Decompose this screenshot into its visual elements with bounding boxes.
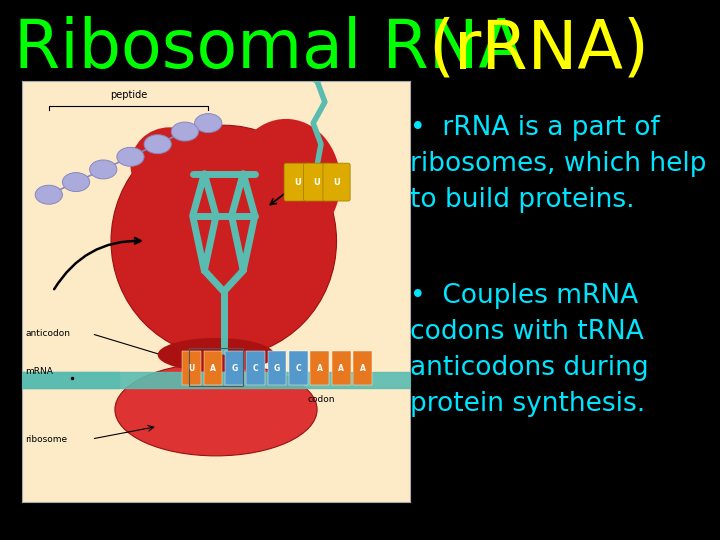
FancyBboxPatch shape [289, 352, 307, 385]
Ellipse shape [171, 122, 199, 141]
Text: •  Couples mRNA
codons with tRNA
anticodons during
protein synthesis.: • Couples mRNA codons with tRNA anticodo… [410, 283, 649, 417]
Text: C: C [296, 364, 301, 373]
Ellipse shape [115, 363, 317, 456]
Ellipse shape [111, 125, 336, 357]
Text: U: U [314, 178, 320, 187]
Ellipse shape [158, 338, 274, 372]
Text: U: U [189, 364, 194, 373]
Text: U: U [294, 178, 301, 187]
Text: C: C [253, 364, 258, 373]
Text: A: A [317, 364, 323, 373]
FancyBboxPatch shape [354, 352, 372, 385]
Text: peptide: peptide [110, 90, 147, 100]
Ellipse shape [117, 147, 144, 166]
FancyBboxPatch shape [204, 352, 222, 385]
Text: (rRNA): (rRNA) [428, 16, 649, 82]
Text: codon: codon [307, 395, 335, 404]
Ellipse shape [144, 134, 171, 154]
FancyBboxPatch shape [310, 352, 329, 385]
FancyBboxPatch shape [268, 352, 287, 385]
Text: ribosome: ribosome [25, 435, 68, 443]
Text: •  rRNA is a part of
ribosomes, which help
to build proteins.: • rRNA is a part of ribosomes, which hel… [410, 114, 707, 213]
Ellipse shape [194, 113, 222, 133]
Text: anticodon: anticodon [25, 329, 71, 338]
Text: G: G [274, 364, 280, 373]
FancyBboxPatch shape [304, 163, 330, 201]
Text: A: A [360, 364, 366, 373]
FancyBboxPatch shape [246, 352, 265, 385]
Text: A: A [210, 364, 216, 373]
Text: Ribosomal RNA: Ribosomal RNA [14, 16, 546, 82]
Ellipse shape [130, 127, 208, 203]
Text: U: U [333, 178, 340, 187]
Ellipse shape [232, 119, 341, 245]
Text: G: G [231, 364, 238, 373]
Ellipse shape [35, 185, 63, 204]
FancyBboxPatch shape [284, 163, 311, 201]
Text: mRNA: mRNA [25, 367, 53, 376]
Ellipse shape [63, 173, 89, 192]
FancyBboxPatch shape [182, 352, 201, 385]
Ellipse shape [89, 160, 117, 179]
Text: A: A [338, 364, 344, 373]
FancyBboxPatch shape [323, 163, 350, 201]
FancyBboxPatch shape [225, 352, 243, 385]
Circle shape [304, 20, 330, 49]
FancyBboxPatch shape [332, 352, 351, 385]
